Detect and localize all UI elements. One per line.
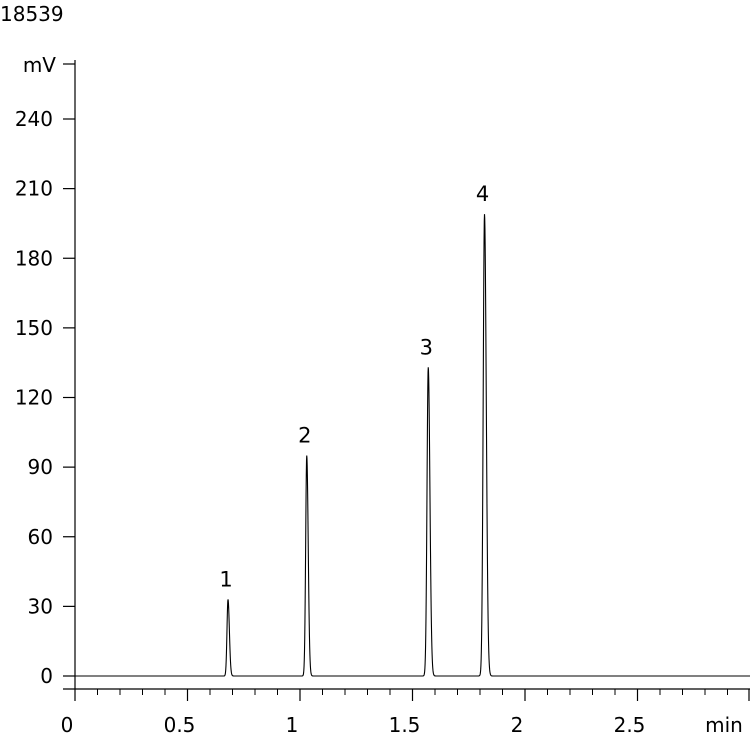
peak-label-4: 4 [476,182,489,206]
y-tick-label: 150 [15,316,53,340]
trace-group [75,214,750,677]
x-axis-label: min [705,713,743,737]
y-axis-label: mV [23,53,56,77]
x-tick-label: 0 [61,713,74,737]
y-tick-label: 60 [28,525,53,549]
x-tick-label: 2.5 [614,713,646,737]
x-tick-label: 1 [286,713,299,737]
y-tick-label: 0 [40,664,53,688]
x-tick-label: 2 [511,713,524,737]
y-tick-label: 90 [28,455,53,479]
y-tick-label: 30 [28,594,53,618]
x-tick-label: 0.5 [164,713,196,737]
y-tick-label: 210 [15,177,53,201]
peak-label-2: 2 [298,424,311,448]
y-tick-label: 240 [15,107,53,131]
chromatogram-trace [75,214,750,677]
figure-id: 18539 [0,2,64,26]
peak-label-3: 3 [420,335,433,359]
peak-label-1: 1 [219,567,232,591]
y-tick-label: 120 [15,386,53,410]
peak-labels: 1 2 3 4 [219,182,489,591]
x-tick-label: 1.5 [389,713,421,737]
axes: mV 0 30 60 90 120 150 180 210 240 0 0.5 1 1.5 2 2.5 min [15,53,750,737]
y-tick-label: 180 [15,246,53,270]
